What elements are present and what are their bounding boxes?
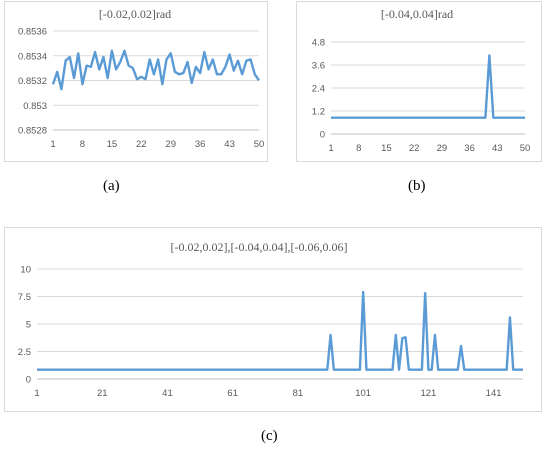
chart-a-svg: [-0.02,0.02]rad 0.8536 0.8534 0.8532 0.853 0.… xyxy=(18,7,265,150)
chart-title: [-0.04,0.04]rad xyxy=(381,7,453,21)
y-tick-label: 7.5 xyxy=(18,292,31,303)
x-tick-label: 1 xyxy=(34,388,39,399)
x-tick-label: 50 xyxy=(254,139,265,150)
y-tick-label: 3.6 xyxy=(312,61,325,72)
x-tick-label: 1 xyxy=(328,143,333,154)
chart-title: [-0.02,0.02],[-0.04,0.04],[-0.06,0.06] xyxy=(171,240,348,254)
x-tick-label: 29 xyxy=(165,139,176,150)
x-tick-label: 22 xyxy=(409,143,420,154)
series-line xyxy=(37,290,523,371)
caption-b: (b) xyxy=(408,178,426,194)
y-tick-label: 0.8536 xyxy=(18,27,47,38)
y-tick-label: 0.853 xyxy=(23,101,47,112)
x-tick-label: 8 xyxy=(356,143,361,154)
caption-a: (a) xyxy=(103,178,120,194)
x-tick-label: 41 xyxy=(162,388,173,399)
y-tick-label: 0 xyxy=(320,130,325,141)
x-tick-label: 141 xyxy=(486,388,502,399)
x-tick-label: 1 xyxy=(50,139,55,150)
series-line xyxy=(331,54,525,119)
y-tick-label: 10 xyxy=(20,265,31,276)
chart-b-svg: [-0.04,0.04]rad 4.8 3.6 2.4 1.2 01 8 15 22 29 36 43… xyxy=(312,7,531,154)
y-tick-label: 0.8534 xyxy=(18,51,47,62)
caption-c: (c) xyxy=(261,428,278,444)
chart-title: [-0.02,0.02]rad xyxy=(99,7,171,21)
y-tick-label: 0 xyxy=(26,375,31,386)
y-tick-label: 2.4 xyxy=(312,84,325,95)
x-tick-label: 43 xyxy=(492,143,503,154)
x-tick-label: 29 xyxy=(437,143,448,154)
chart-c-svg: [-0.02,0.02],[-0.04,0.04],[-0.06,0.06] 10… xyxy=(18,240,523,399)
x-tick-label: 43 xyxy=(224,139,235,150)
x-tick-label: 36 xyxy=(195,139,206,150)
x-tick-label: 21 xyxy=(97,388,108,399)
x-tick-label: 50 xyxy=(520,143,531,154)
series-line xyxy=(51,49,260,91)
x-tick-label: 22 xyxy=(136,139,147,150)
y-tick-label: 4.8 xyxy=(312,38,325,49)
x-tick-label: 121 xyxy=(420,388,436,399)
y-tick-label: 1.2 xyxy=(312,107,325,118)
x-tick-label: 61 xyxy=(227,388,238,399)
chart-panel-a: [-0.02,0.02]rad 0.8536 0.8534 0.8532 0.853 0.… xyxy=(4,1,268,162)
y-tick-label: 0.8528 xyxy=(18,126,47,137)
x-tick-label: 36 xyxy=(464,143,475,154)
x-tick-label: 8 xyxy=(80,139,85,150)
chart-panel-b: [-0.04,0.04]rad 4.8 3.6 2.4 1.2 0 1 8 15 22 29 36 43… xyxy=(296,1,542,162)
x-tick-label: 15 xyxy=(107,139,118,150)
chart-panel-c: [-0.02,0.02],[-0.04,0.04],[-0.06,0.06] 10… xyxy=(4,227,542,412)
y-tick-label: 0.8532 xyxy=(18,76,47,87)
y-tick-label: 2.5 xyxy=(18,347,31,358)
x-tick-label: 15 xyxy=(381,143,392,154)
x-tick-label: 101 xyxy=(355,388,371,399)
y-tick-label: 5 xyxy=(26,320,31,331)
x-tick-label: 81 xyxy=(293,388,304,399)
